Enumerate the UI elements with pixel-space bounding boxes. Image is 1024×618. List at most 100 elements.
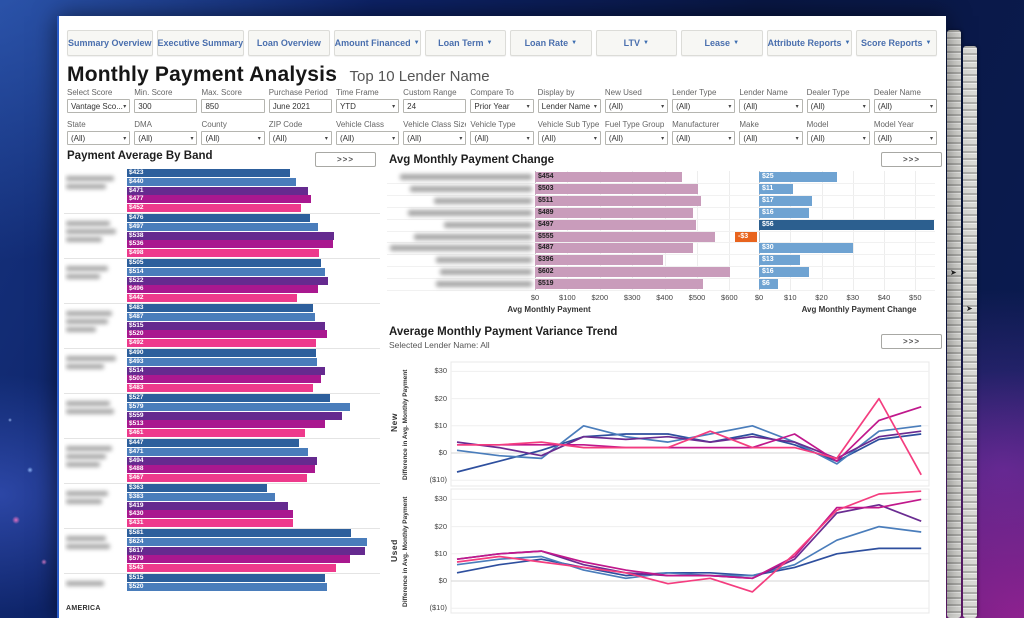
tab-summary-overview[interactable]: Summary Overview: [67, 30, 153, 56]
zip-code-select[interactable]: (All) ▾: [268, 131, 332, 145]
band-bar[interactable]: $476: [127, 214, 311, 222]
band-bar[interactable]: $483: [127, 384, 313, 393]
band-bar[interactable]: $515: [127, 574, 326, 582]
band-bar[interactable]: $442: [127, 294, 298, 303]
band-expand-button[interactable]: >>>: [315, 152, 376, 167]
band-bar[interactable]: $471: [127, 186, 309, 195]
payment-bar[interactable]: $511: [535, 195, 701, 206]
dma-select[interactable]: (All) ▾: [134, 131, 198, 145]
model-select[interactable]: (All) ▾: [806, 131, 870, 145]
band-bar[interactable]: $496: [127, 285, 318, 294]
change-bar[interactable]: $25: [759, 172, 838, 182]
band-bar[interactable]: $423: [127, 169, 290, 177]
band-bar[interactable]: $514: [127, 366, 325, 375]
compare-to-select[interactable]: Prior Year ▾: [470, 99, 534, 113]
band-bar[interactable]: $419: [127, 501, 289, 510]
band-bar[interactable]: $487: [127, 312, 315, 321]
band-bar[interactable]: $363: [127, 484, 267, 492]
payment-bar[interactable]: $497: [535, 219, 696, 230]
band-bar[interactable]: $483: [127, 304, 313, 312]
band-bar[interactable]: $383: [127, 492, 275, 501]
tab-loan-term[interactable]: Loan Term ▼: [424, 30, 507, 56]
tab-score-reports[interactable]: Score Reports ▼: [855, 30, 937, 56]
change-bar[interactable]: $16: [759, 267, 809, 278]
change-bar[interactable]: $56: [759, 219, 934, 230]
band-bar[interactable]: $493: [127, 357, 317, 366]
band-bar[interactable]: $430: [127, 510, 293, 519]
new-used-select[interactable]: (All) ▾: [604, 99, 669, 113]
lender-name-select[interactable]: (All) ▾: [739, 99, 803, 113]
state-select[interactable]: (All) ▾: [67, 131, 131, 145]
change-bar[interactable]: $17: [759, 195, 813, 206]
payment-bar[interactable]: $396: [535, 255, 664, 266]
band-bar[interactable]: $617: [127, 546, 365, 555]
tab-ltv[interactable]: LTV ▼: [595, 30, 678, 56]
band-bar[interactable]: $492: [127, 339, 317, 348]
band-bar[interactable]: $579: [127, 555, 350, 564]
vehicle-type-select[interactable]: (All) ▾: [470, 131, 534, 145]
max-score-input[interactable]: 850: [201, 99, 265, 113]
payment-bar[interactable]: $555: [535, 231, 715, 242]
payment-bar[interactable]: $489: [535, 207, 694, 218]
time-frame-select[interactable]: YTD ▾: [335, 99, 400, 113]
change-bar[interactable]: $16: [759, 207, 809, 218]
band-bar[interactable]: $527: [127, 394, 330, 402]
county-select[interactable]: (All) ▾: [201, 131, 265, 145]
change-bar[interactable]: $11: [759, 183, 794, 194]
custom-range-input[interactable]: 24: [403, 99, 467, 113]
page-stack-2[interactable]: [963, 46, 977, 618]
band-bar[interactable]: $543: [127, 564, 337, 573]
band-bar[interactable]: $514: [127, 267, 325, 276]
payment-bar[interactable]: $454: [535, 172, 683, 182]
fuel-type-group-select[interactable]: (All) ▾: [604, 131, 669, 145]
band-bar[interactable]: $467: [127, 474, 307, 483]
tab-loan-overview[interactable]: Loan Overview: [248, 30, 330, 56]
change-bar[interactable]: $13: [759, 255, 800, 266]
dealer-name-select[interactable]: (All) ▾: [873, 99, 938, 113]
payment-bar[interactable]: $487: [535, 243, 693, 254]
tab-loan-rate[interactable]: Loan Rate ▼: [510, 30, 592, 56]
lender-type-select[interactable]: (All) ▾: [672, 99, 736, 113]
negative-change-marker[interactable]: -$3: [735, 231, 757, 242]
tab-attribute-reports[interactable]: Attribute Reports ▼: [766, 30, 852, 56]
page-stack-1[interactable]: [947, 30, 961, 618]
vehicle-sub-type-select[interactable]: (All) ▾: [537, 131, 601, 145]
band-bar[interactable]: $440: [127, 177, 297, 186]
band-bar[interactable]: $461: [127, 429, 305, 438]
tab-lease[interactable]: Lease ▼: [681, 30, 763, 56]
display-by-select[interactable]: Lender Name ▾: [537, 99, 601, 113]
band-bar[interactable]: $498: [127, 249, 319, 258]
vehicle-class-select[interactable]: (All) ▾: [335, 131, 400, 145]
change-bar[interactable]: $30: [759, 243, 853, 254]
band-bar[interactable]: $505: [127, 259, 322, 267]
band-bar[interactable]: $536: [127, 240, 334, 249]
band-bar[interactable]: $503: [127, 375, 321, 384]
band-bar[interactable]: $579: [127, 402, 350, 411]
tab-executive-summary[interactable]: Executive Summary: [156, 30, 245, 56]
band-bar[interactable]: $581: [127, 529, 351, 537]
vehicle-class-size-select[interactable]: (All) ▾: [403, 131, 467, 145]
band-bar[interactable]: $624: [127, 537, 368, 546]
band-bar[interactable]: $477: [127, 195, 311, 204]
payment-bar[interactable]: $503: [535, 183, 698, 194]
band-bar[interactable]: $452: [127, 204, 301, 213]
make-select[interactable]: (All) ▾: [739, 131, 803, 145]
band-bar[interactable]: $497: [127, 222, 319, 231]
dealer-type-select[interactable]: (All) ▾: [806, 99, 870, 113]
band-bar[interactable]: $447: [127, 439, 300, 447]
min-score-input[interactable]: 300: [134, 99, 198, 113]
model-year-select[interactable]: (All) ▾: [873, 131, 938, 145]
band-bar[interactable]: $513: [127, 420, 325, 429]
payment-bar[interactable]: $602: [535, 267, 730, 278]
manufacturer-select[interactable]: (All) ▾: [672, 131, 736, 145]
band-bar[interactable]: $494: [127, 456, 318, 465]
change-bar[interactable]: $6: [759, 279, 778, 290]
band-bar[interactable]: $520: [127, 330, 328, 339]
band-bar[interactable]: $538: [127, 231, 335, 240]
change-expand-button[interactable]: >>>: [881, 152, 942, 167]
band-bar[interactable]: $431: [127, 519, 293, 528]
trend-expand-button[interactable]: >>>: [881, 334, 942, 349]
band-bar[interactable]: $559: [127, 411, 343, 420]
payment-bar[interactable]: $519: [535, 279, 704, 290]
band-bar[interactable]: $488: [127, 465, 315, 474]
